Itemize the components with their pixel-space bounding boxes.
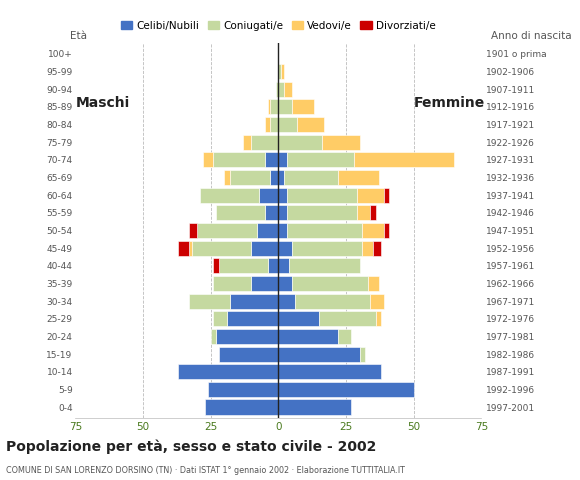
Bar [278, 134, 322, 150]
Bar [278, 347, 360, 361]
Bar [371, 205, 376, 220]
Bar [384, 188, 389, 203]
Bar [278, 117, 298, 132]
Bar [197, 223, 257, 238]
Bar [362, 223, 384, 238]
Bar [178, 240, 189, 255]
Bar [189, 240, 192, 255]
Bar [376, 311, 381, 326]
Bar [213, 276, 251, 291]
Bar [292, 276, 368, 291]
Bar [230, 294, 278, 309]
Bar [278, 152, 287, 167]
Bar [278, 82, 284, 96]
Bar [278, 240, 292, 255]
Bar [270, 99, 278, 114]
Bar [354, 152, 454, 167]
Bar [265, 117, 270, 132]
Bar [278, 311, 319, 326]
Bar [189, 223, 197, 238]
Bar [189, 294, 230, 309]
Bar [295, 294, 371, 309]
Bar [319, 311, 376, 326]
Bar [287, 152, 354, 167]
Bar [213, 258, 219, 273]
Bar [202, 152, 213, 167]
Bar [357, 188, 384, 203]
Bar [243, 134, 251, 150]
Bar [360, 347, 365, 361]
Bar [259, 188, 278, 203]
Bar [298, 117, 324, 132]
Bar [371, 294, 384, 309]
Bar [278, 258, 289, 273]
Bar [227, 311, 278, 326]
Bar [230, 170, 270, 185]
Bar [267, 258, 278, 273]
Bar [368, 276, 379, 291]
Bar [224, 170, 230, 185]
Bar [251, 240, 278, 255]
Bar [278, 223, 287, 238]
Text: COMUNE DI SAN LORENZO DORSINO (TN) · Dati ISTAT 1° gennaio 2002 · Elaborazione T: COMUNE DI SAN LORENZO DORSINO (TN) · Dat… [6, 466, 405, 475]
Bar [213, 152, 265, 167]
Bar [216, 205, 265, 220]
Bar [284, 170, 338, 185]
Bar [205, 399, 278, 415]
Bar [281, 64, 284, 79]
Bar [267, 99, 270, 114]
Bar [322, 134, 360, 150]
Text: Femmine: Femmine [414, 96, 484, 110]
Bar [178, 364, 278, 379]
Bar [211, 329, 216, 344]
Text: Età: Età [70, 31, 87, 41]
Bar [270, 117, 278, 132]
Bar [373, 240, 381, 255]
Bar [357, 205, 371, 220]
Bar [192, 240, 251, 255]
Bar [338, 170, 379, 185]
Bar [200, 188, 259, 203]
Bar [287, 223, 362, 238]
Bar [278, 99, 292, 114]
Bar [278, 399, 351, 415]
Bar [276, 82, 278, 96]
Bar [362, 240, 373, 255]
Bar [213, 311, 227, 326]
Bar [278, 294, 295, 309]
Bar [278, 382, 414, 397]
Bar [338, 329, 351, 344]
Bar [278, 276, 292, 291]
Text: Anno di nascita: Anno di nascita [491, 31, 571, 41]
Bar [278, 329, 338, 344]
Bar [251, 134, 278, 150]
Bar [287, 188, 357, 203]
Bar [284, 82, 292, 96]
Bar [278, 205, 287, 220]
Legend: Celibi/Nubili, Coniugati/e, Vedovi/e, Divorziati/e: Celibi/Nubili, Coniugati/e, Vedovi/e, Di… [117, 17, 440, 35]
Text: Popolazione per età, sesso e stato civile - 2002: Popolazione per età, sesso e stato civil… [6, 439, 376, 454]
Bar [216, 329, 278, 344]
Bar [278, 364, 381, 379]
Bar [257, 223, 278, 238]
Bar [251, 276, 278, 291]
Bar [278, 64, 281, 79]
Bar [265, 205, 278, 220]
Bar [219, 258, 267, 273]
Bar [384, 223, 389, 238]
Bar [292, 240, 362, 255]
Bar [289, 258, 360, 273]
Text: Maschi: Maschi [75, 96, 129, 110]
Bar [278, 188, 287, 203]
Bar [270, 170, 278, 185]
Bar [292, 99, 314, 114]
Bar [219, 347, 278, 361]
Bar [208, 382, 278, 397]
Bar [278, 170, 284, 185]
Bar [287, 205, 357, 220]
Bar [265, 152, 278, 167]
